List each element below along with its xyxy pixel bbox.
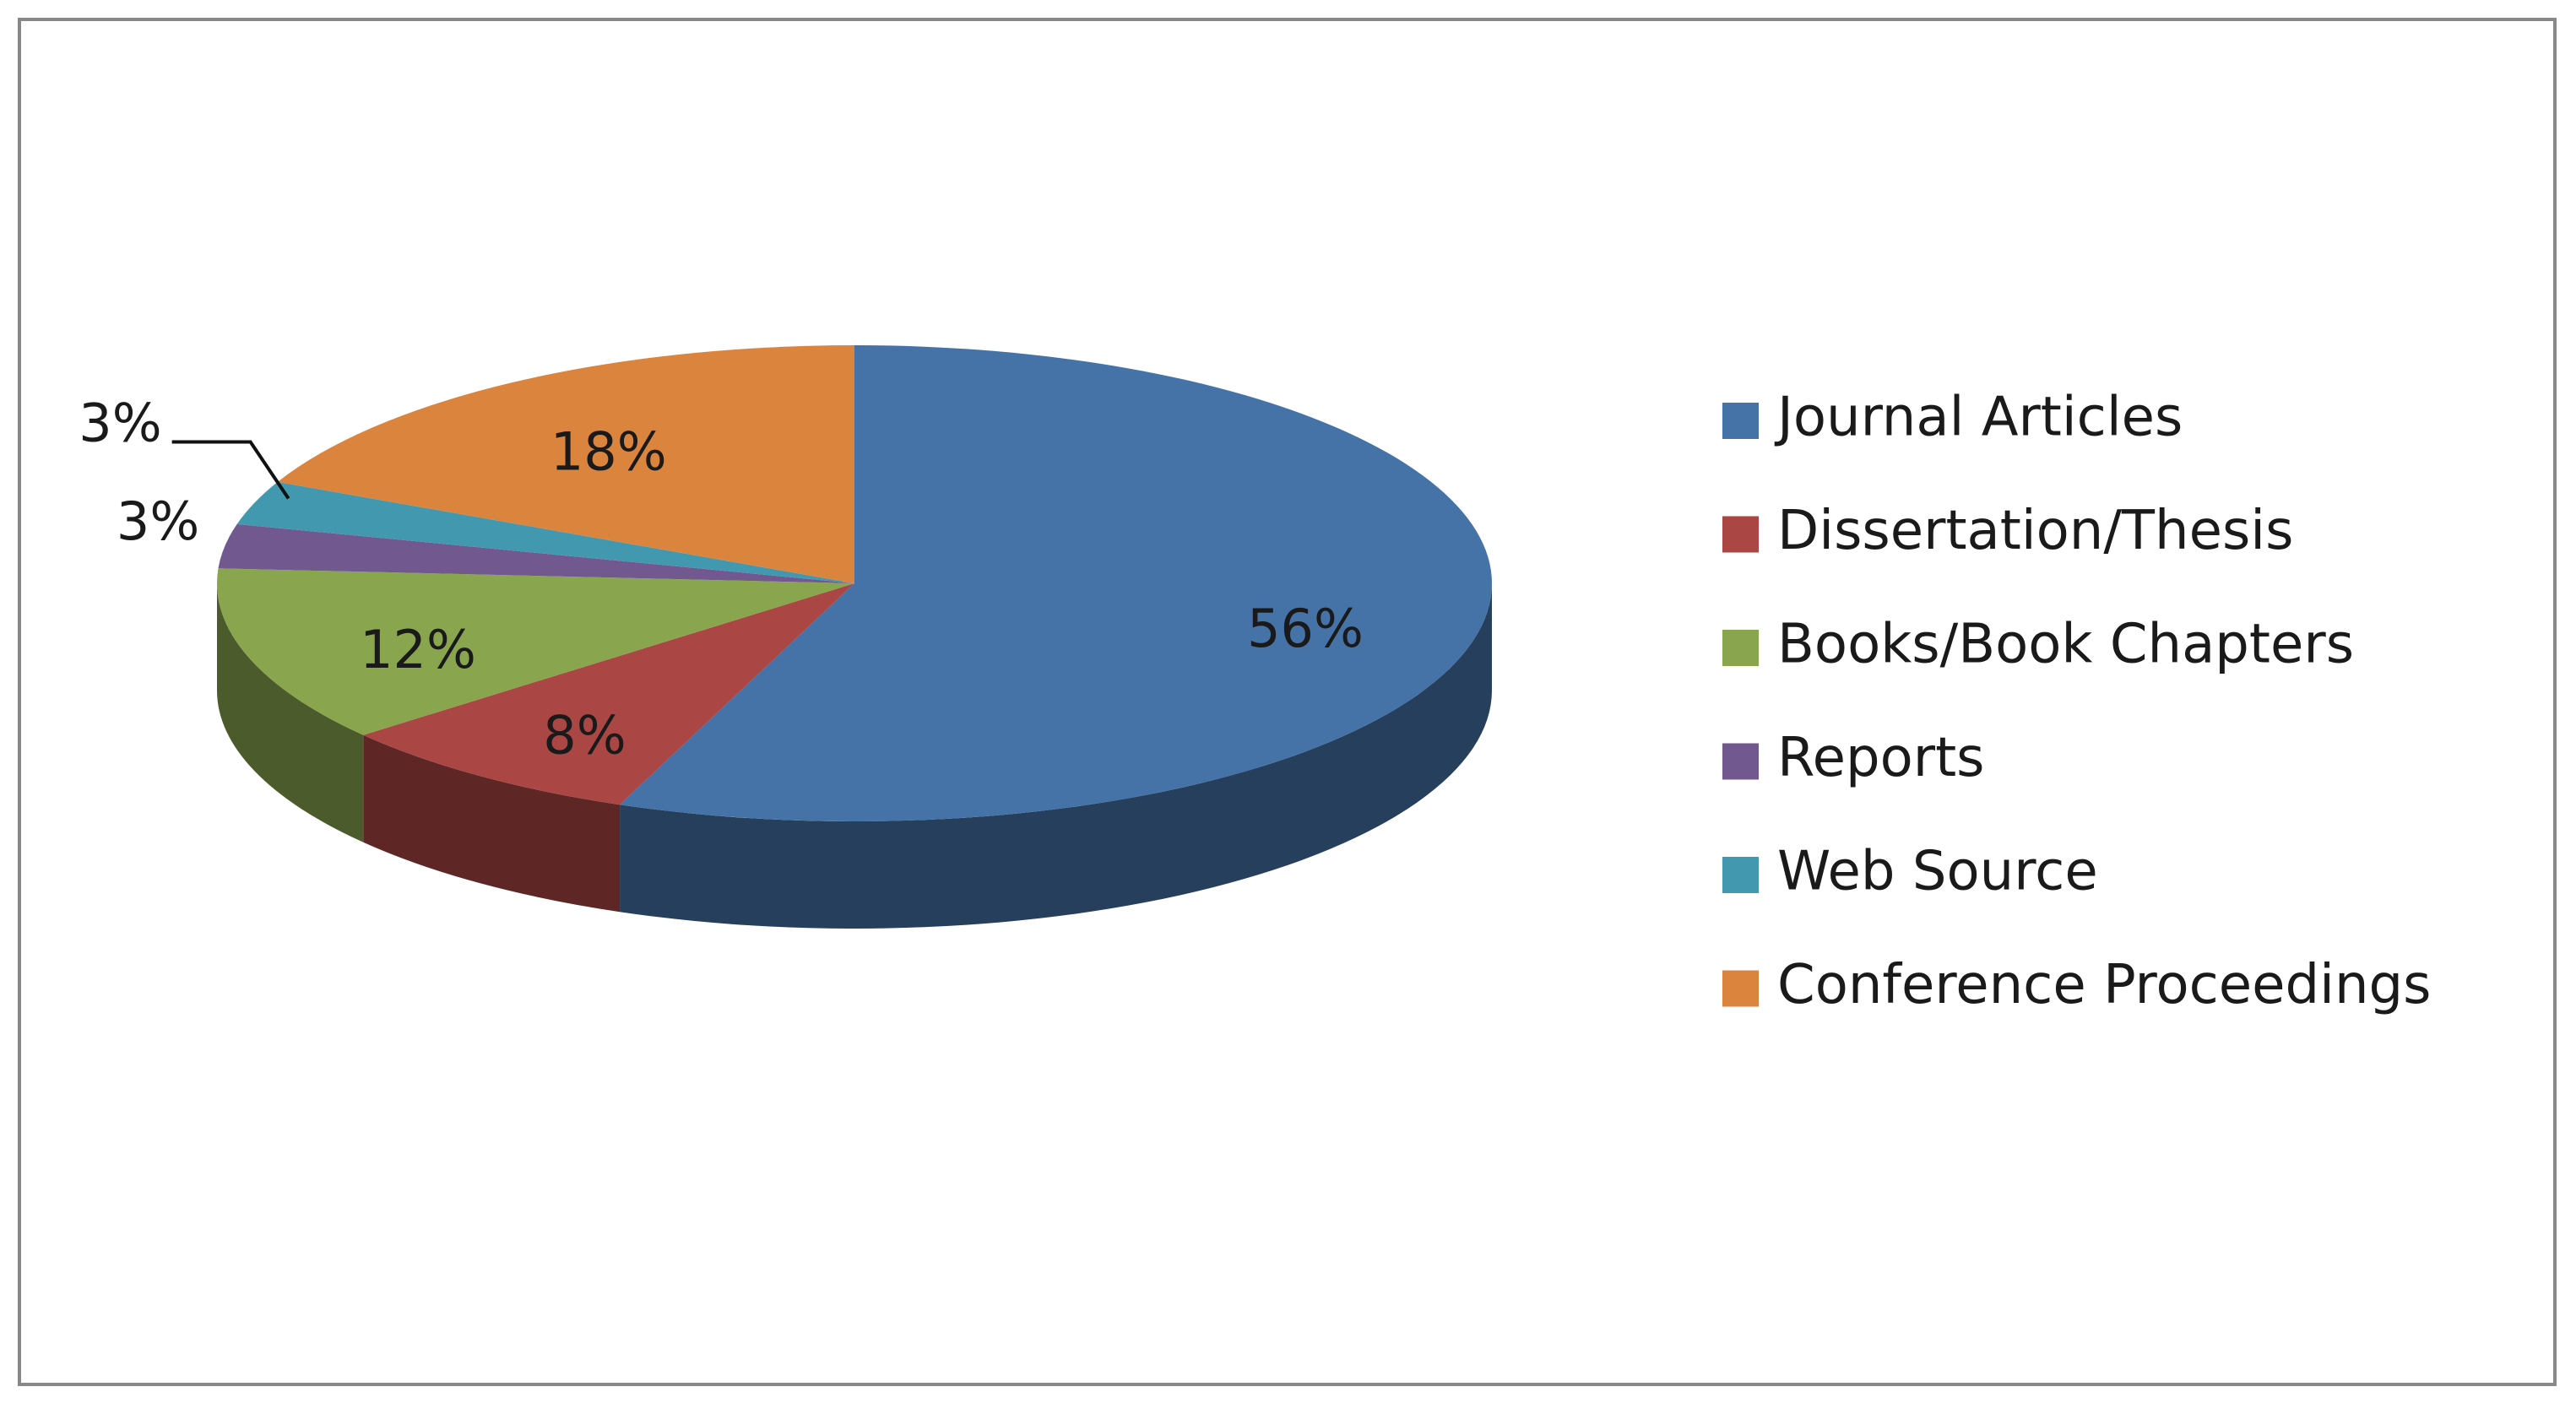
slice-side	[217, 583, 364, 842]
data-label: 18%	[550, 421, 667, 483]
slice-top	[218, 523, 854, 583]
slice	[277, 345, 854, 583]
slice-top	[217, 568, 854, 735]
data-label: 3%	[79, 393, 161, 454]
legend-swatch	[1722, 970, 1759, 1007]
slice	[217, 568, 854, 735]
slice-top	[620, 345, 1493, 821]
slice-top	[363, 583, 854, 805]
leader-line	[171, 440, 290, 500]
data-label: 8%	[543, 704, 626, 766]
slice	[620, 345, 1493, 821]
slice-top	[236, 481, 854, 583]
slice-side	[363, 734, 621, 913]
slice-top	[277, 345, 854, 583]
slice	[363, 583, 854, 805]
legend-swatch	[1722, 857, 1759, 893]
legend-label: Journal Articles	[1774, 387, 2183, 449]
slice	[236, 481, 854, 583]
legend-label: Web Source	[1777, 841, 2098, 903]
slice-side	[620, 583, 1493, 929]
legend-label: Dissertation/Thesis	[1777, 500, 2293, 562]
pie-tops	[217, 345, 1493, 821]
data-label: 12%	[360, 619, 476, 680]
legend-swatch	[1722, 743, 1759, 780]
legend-label: Reports	[1777, 727, 1985, 789]
legend-label: Conference Proceedings	[1777, 954, 2431, 1016]
slice	[218, 523, 854, 583]
data-label: 3%	[117, 490, 199, 552]
legend-swatch	[1722, 516, 1759, 553]
legend-label: Books/Book Chapters	[1777, 614, 2354, 676]
pie-sides	[217, 583, 1493, 929]
data-label: 56%	[1247, 598, 1364, 659]
legend-swatch	[1722, 630, 1759, 666]
legend-swatch	[1722, 403, 1759, 439]
